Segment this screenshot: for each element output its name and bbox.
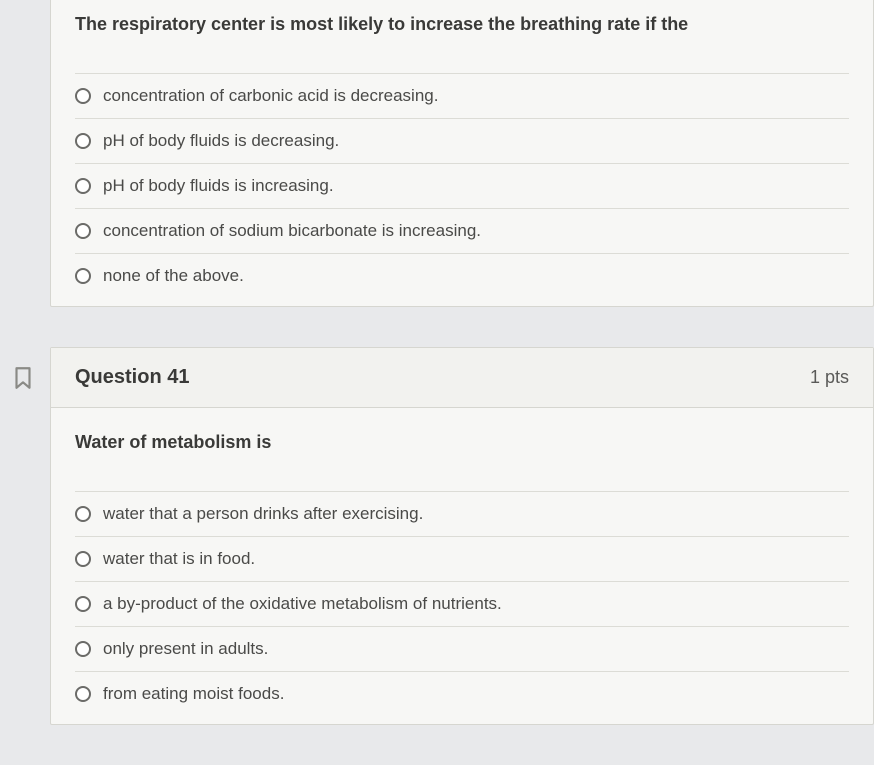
question-card-41: Question 41 1 pts Water of metabolism is… — [50, 347, 874, 725]
question-points: 1 pts — [810, 367, 849, 388]
option-row[interactable]: from eating moist foods. — [75, 672, 849, 716]
question-card-40: The respiratory center is most likely to… — [50, 0, 874, 307]
radio-icon[interactable] — [75, 268, 91, 284]
option-label: pH of body fluids is increasing. — [103, 176, 334, 196]
flag-question-button[interactable] — [10, 365, 36, 391]
radio-icon[interactable] — [75, 223, 91, 239]
question-title: Question 41 — [75, 366, 189, 389]
option-row[interactable]: concentration of carbonic acid is decrea… — [75, 74, 849, 119]
option-label: concentration of carbonic acid is decrea… — [103, 86, 438, 106]
option-label: water that is in food. — [103, 549, 255, 569]
bookmark-icon — [10, 365, 36, 391]
radio-icon[interactable] — [75, 506, 91, 522]
radio-icon[interactable] — [75, 551, 91, 567]
radio-icon[interactable] — [75, 88, 91, 104]
options-list: concentration of carbonic acid is decrea… — [75, 73, 849, 298]
option-label: only present in adults. — [103, 639, 268, 659]
radio-icon[interactable] — [75, 641, 91, 657]
options-list: water that a person drinks after exercis… — [75, 491, 849, 716]
option-row[interactable]: none of the above. — [75, 254, 849, 298]
question-body: The respiratory center is most likely to… — [51, 0, 873, 306]
option-row[interactable]: pH of body fluids is increasing. — [75, 164, 849, 209]
option-label: water that a person drinks after exercis… — [103, 504, 423, 524]
question-header: Question 41 1 pts — [51, 348, 873, 408]
option-row[interactable]: water that is in food. — [75, 537, 849, 582]
question-stem: The respiratory center is most likely to… — [75, 14, 849, 43]
option-label: a by-product of the oxidative metabolism… — [103, 594, 502, 614]
question-body: Water of metabolism is water that a pers… — [51, 408, 873, 724]
option-label: none of the above. — [103, 266, 244, 286]
option-row[interactable]: concentration of sodium bicarbonate is i… — [75, 209, 849, 254]
radio-icon[interactable] — [75, 686, 91, 702]
radio-icon[interactable] — [75, 133, 91, 149]
option-label: concentration of sodium bicarbonate is i… — [103, 221, 481, 241]
option-row[interactable]: a by-product of the oxidative metabolism… — [75, 582, 849, 627]
option-row[interactable]: pH of body fluids is decreasing. — [75, 119, 849, 164]
option-label: from eating moist foods. — [103, 684, 284, 704]
option-row[interactable]: water that a person drinks after exercis… — [75, 492, 849, 537]
radio-icon[interactable] — [75, 596, 91, 612]
question-stem: Water of metabolism is — [75, 432, 849, 461]
option-label: pH of body fluids is decreasing. — [103, 131, 339, 151]
option-row[interactable]: only present in adults. — [75, 627, 849, 672]
radio-icon[interactable] — [75, 178, 91, 194]
